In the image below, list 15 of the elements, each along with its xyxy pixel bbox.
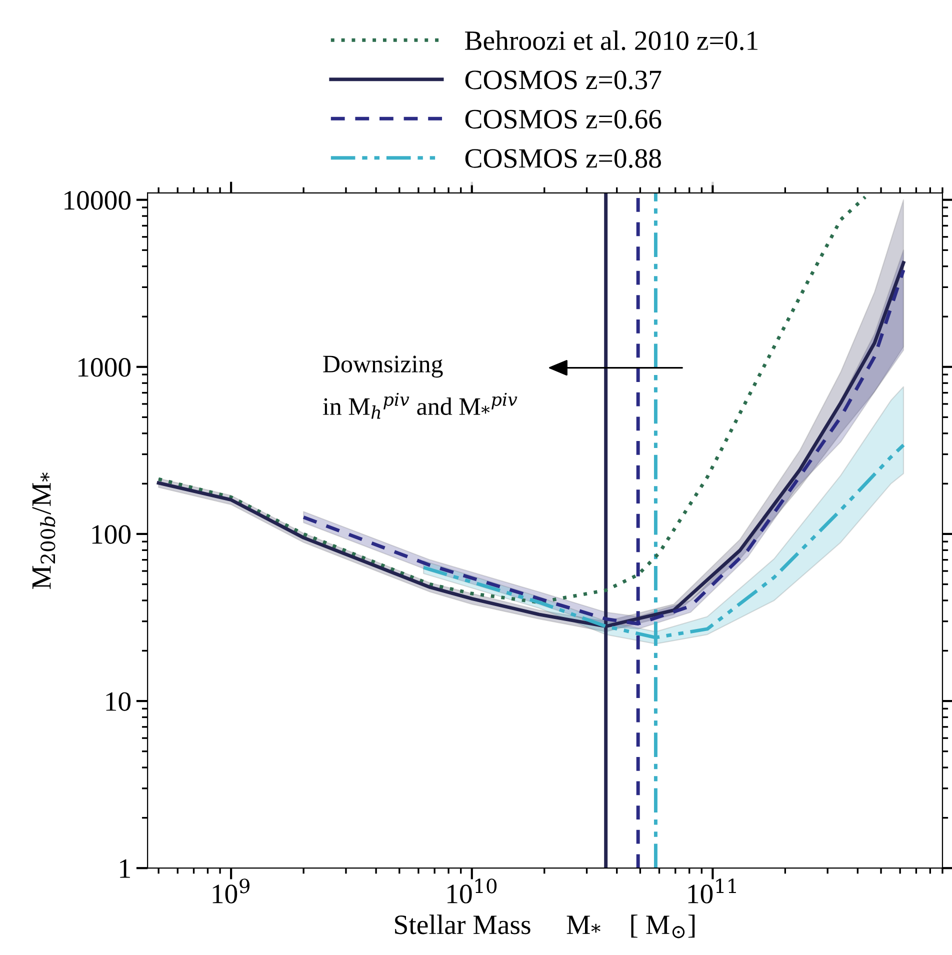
legend-label: COSMOS z=0.37 <box>465 70 662 90</box>
y-tick-label: 1 <box>120 859 130 878</box>
x-tick-label: 10$^{9}$ <box>212 878 250 904</box>
x-tick-label: 10$^{11}$ <box>688 878 736 904</box>
y-tick-label: 100 <box>92 525 131 544</box>
y-tick-label: 10000 <box>64 190 131 210</box>
y-axis-title: M$_{200b}$/M$_{*}$ <box>32 472 56 590</box>
legend-label: COSMOS z=0.88 <box>465 149 661 168</box>
legend-label: COSMOS z=0.66 <box>465 110 662 129</box>
legend-label: Behroozi et al. 2010 z=0.1 <box>465 30 758 50</box>
annotation: Downsizing in M$_{h}$$^{piv}$ and M$_{*}$$^{piv}$ <box>322 356 518 419</box>
text: Stellar Mass M$_{*}$ [ M$_{⊙}$] <box>395 914 695 938</box>
y-tick-label: 1000 <box>78 358 131 377</box>
y-tick-label: 10 <box>106 692 131 711</box>
x-tick-label: 10$^{10}$ <box>448 878 497 904</box>
